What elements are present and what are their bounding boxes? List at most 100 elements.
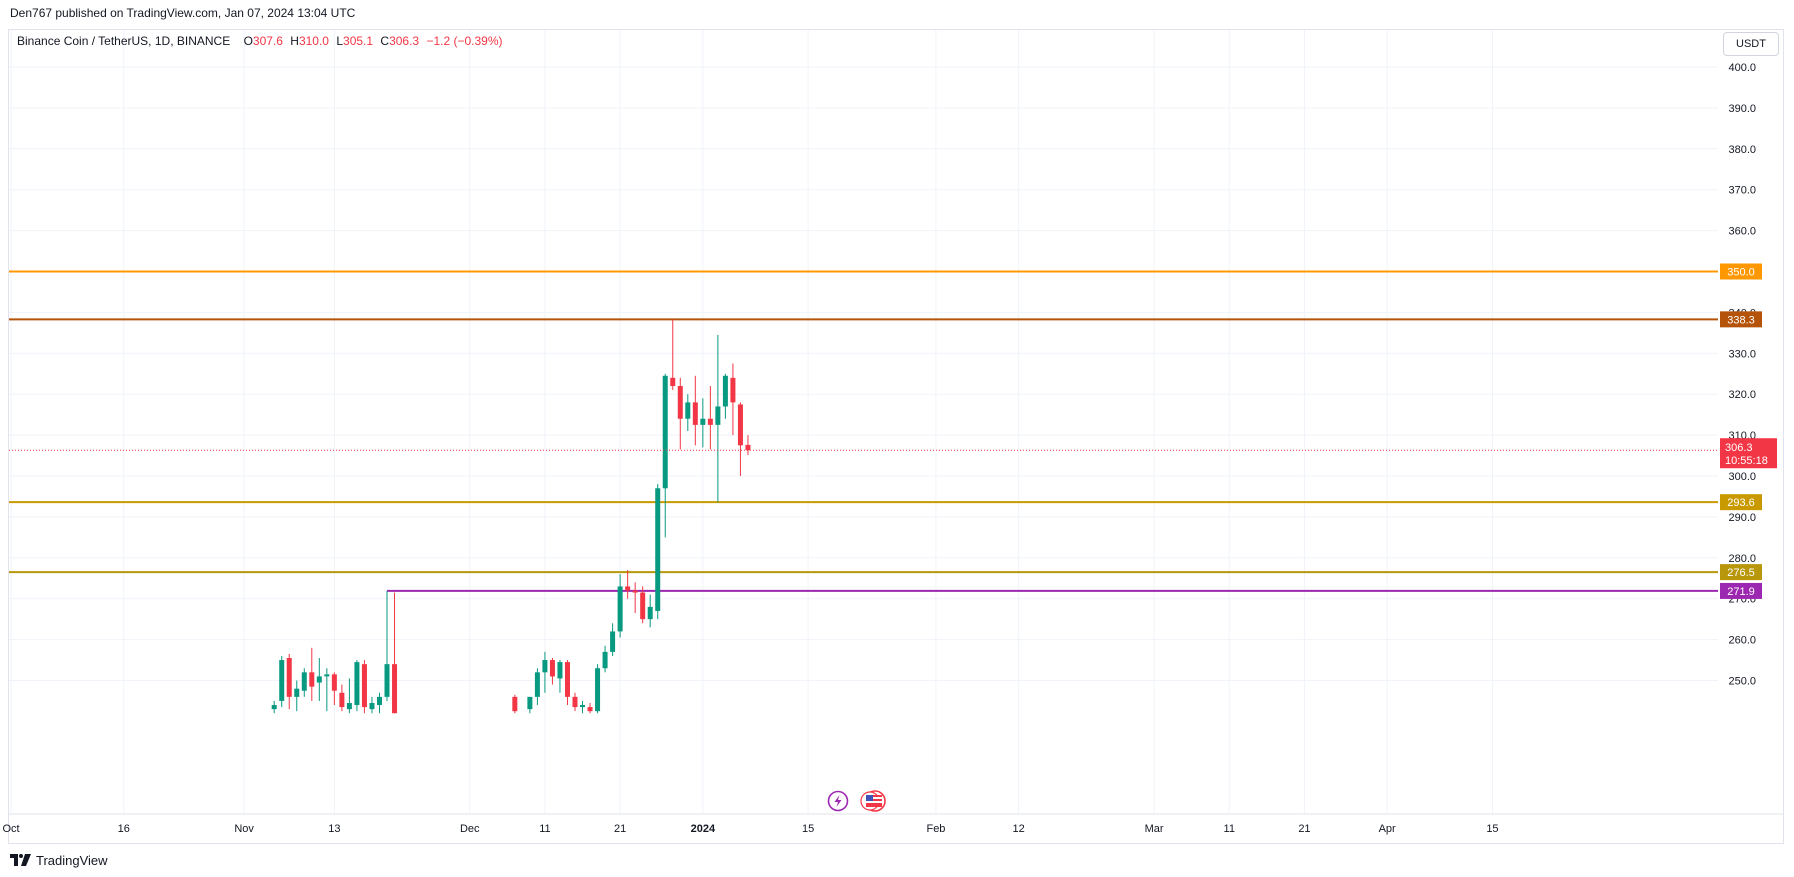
candle-up (376, 692, 382, 714)
event-markers[interactable] (827, 790, 886, 812)
level-tag-bg (1720, 564, 1762, 581)
lightning-event-icon[interactable] (827, 790, 849, 812)
candle-up (534, 668, 540, 706)
currency-button[interactable]: USDT (1723, 32, 1779, 56)
candle-down (707, 386, 713, 450)
symbol-title[interactable]: Binance Coin / TetherUS, 1D, BINANCE (17, 34, 231, 48)
candle-up (595, 664, 601, 714)
level-tag-label: 293.6 (1727, 497, 1755, 509)
candle-up (617, 574, 623, 638)
candle-body (392, 664, 398, 714)
tradingview-brand[interactable]: TradingView (36, 852, 108, 868)
candle-body (294, 688, 300, 697)
price-tick-label: 330.0 (1728, 348, 1756, 360)
candle-up (685, 394, 691, 432)
candle-body (271, 705, 277, 710)
last-price-label: 306.3 (1725, 442, 1753, 454)
candle-body (361, 664, 367, 708)
high-label: H (290, 34, 299, 48)
time-tick-label: Nov (234, 823, 254, 835)
time-axis[interactable]: Oct 16 Nov 13 Dec 11 21 2024 15 Feb 12 Mar 11 21 Apr 15 (2, 813, 1784, 835)
candle-up (655, 484, 661, 620)
time-tick-label: 2024 (691, 823, 716, 835)
candle-down (692, 375, 698, 446)
price-tick-label: 280.0 (1728, 553, 1756, 565)
candle-body (346, 702, 352, 710)
open-label: O (243, 34, 253, 48)
price-axis[interactable]: 400.0390.0380.0370.0360.0340.0330.0320.0… (1728, 62, 1756, 688)
chart-frame[interactable] (8, 29, 1784, 844)
candle-up (346, 678, 352, 714)
close-label: C (380, 34, 390, 48)
candle-up (715, 334, 721, 503)
level-price-tag: 338.3 (1720, 311, 1762, 328)
candle-down (331, 672, 337, 706)
close-value: 306.3 (389, 34, 420, 48)
candle-body (610, 631, 616, 652)
candle-down (286, 653, 292, 710)
level-tag-bg (1720, 582, 1762, 599)
candle-body (354, 662, 360, 706)
candle-up (542, 651, 548, 693)
candle-body (617, 586, 623, 632)
time-tick-label: Oct (2, 823, 19, 835)
time-tick-label: Apr (1379, 823, 1396, 835)
candle-body (286, 658, 292, 697)
candle-body (632, 590, 638, 593)
candle-body (737, 404, 743, 446)
symbol-legend: Binance Coin / TetherUS, 1D, BINANCE O30… (17, 34, 503, 48)
candle-body (700, 418, 706, 425)
last-price-tag: 306.310:55:18 (1720, 438, 1777, 469)
price-tick-label: 360.0 (1728, 226, 1756, 238)
time-tick-label: Dec (460, 823, 480, 835)
level-price-tag: 276.5 (1720, 564, 1762, 581)
candle-body (572, 696, 578, 708)
level-tag-label: 276.5 (1727, 567, 1755, 579)
candle-body (662, 375, 668, 489)
candle-body (677, 386, 683, 419)
time-tick-label: 16 (118, 823, 130, 835)
candle-up (279, 655, 285, 708)
candle-up (557, 660, 563, 693)
candle-up (580, 700, 586, 714)
candle-body (369, 702, 375, 710)
candle-body (309, 672, 315, 687)
candle-body (301, 672, 307, 691)
candle-body (670, 377, 676, 387)
time-tick-label: Mar (1145, 823, 1164, 835)
level-tag-bg (1720, 263, 1762, 280)
candle-down (549, 658, 555, 685)
change-value: −1.2 (−0.39%) (426, 34, 503, 48)
candle-up (602, 645, 608, 673)
price-tick-label: 300.0 (1728, 471, 1756, 483)
candle-body (549, 660, 555, 677)
candle-body (625, 586, 631, 591)
candle-up (662, 373, 668, 538)
time-tick-label: 12 (1013, 823, 1025, 835)
grid (9, 30, 1718, 814)
low-label: L (336, 34, 344, 48)
candle-body (602, 651, 608, 669)
candle-body (376, 696, 382, 706)
footer: TradingView (10, 851, 108, 869)
candle-up (294, 680, 300, 712)
us-flag-event-icon[interactable] (860, 790, 886, 812)
candle-body (527, 696, 533, 710)
candle-up (271, 700, 277, 714)
candle-down (392, 592, 398, 714)
level-tag-label: 338.3 (1727, 314, 1755, 326)
candle-down (564, 660, 570, 706)
last-price-tag-bg (1720, 438, 1777, 469)
high-value: 310.0 (298, 34, 329, 48)
candle-up (369, 696, 375, 714)
candle-down (737, 402, 743, 476)
candle-body (722, 375, 728, 407)
candle-down (572, 692, 578, 712)
candle-up (527, 696, 533, 714)
candle-down (745, 435, 751, 456)
open-value: 307.6 (252, 34, 283, 48)
horizontal-levels[interactable] (9, 270, 1718, 592)
time-tick-label: 13 (328, 823, 340, 835)
candle-up (384, 590, 390, 701)
